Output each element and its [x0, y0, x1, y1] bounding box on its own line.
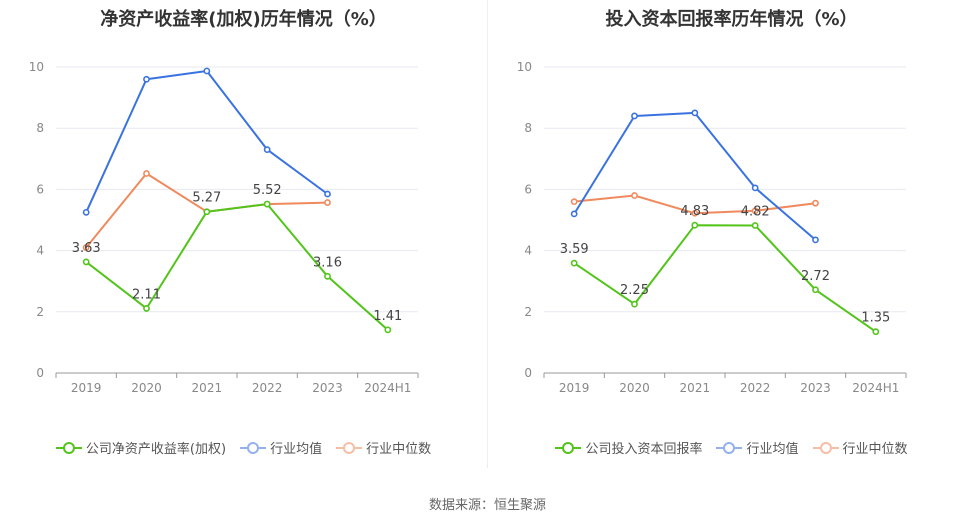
legend-label: 公司净资产收益率(加权)	[85, 442, 227, 457]
data-point-median	[143, 170, 150, 177]
data-point-company	[691, 221, 699, 229]
legend-item-industry-median[interactable]: 行业中位数	[812, 438, 908, 457]
series-line-avg	[573, 111, 817, 241]
x-tick-label: 2023	[800, 381, 831, 395]
y-tick-label: 8	[524, 121, 532, 135]
data-point-median	[751, 207, 759, 215]
data-point-company	[384, 326, 392, 334]
data-point-median	[812, 199, 819, 207]
data-point-avg	[631, 112, 638, 120]
data-label: 3.59	[560, 242, 589, 257]
x-tick-label: 2024H1	[364, 381, 411, 395]
roe-chart-legend: 公司净资产收益率(加权) 行业均值 行业中位数	[0, 438, 487, 457]
data-label: 4.83	[680, 204, 709, 219]
data-label: 3.63	[72, 241, 101, 256]
x-tick-label: 2019	[559, 381, 590, 395]
x-tick-label: 2019	[71, 381, 102, 395]
data-point-median	[324, 199, 331, 206]
data-point-avg	[263, 146, 271, 154]
data-label: 5.52	[253, 183, 282, 198]
x-tick-label: 2022	[252, 381, 283, 395]
data-point-avg	[691, 109, 699, 117]
data-point-median	[570, 198, 578, 206]
data-label: 3.16	[313, 255, 342, 270]
y-tick-label: 10	[517, 60, 532, 74]
y-tick-label: 0	[524, 366, 532, 380]
data-point-company	[263, 200, 271, 208]
y-tick-label: 4	[524, 244, 532, 258]
data-point-avg	[812, 236, 819, 244]
legend-label: 行业中位数	[842, 442, 908, 457]
x-tick-label: 2020	[131, 381, 162, 395]
legend-label: 行业中位数	[366, 442, 432, 457]
data-label: 2.72	[801, 269, 830, 284]
roic-chart-title: 投入资本回报率历年情况（%）	[605, 9, 858, 30]
data-label: 2.11	[132, 287, 161, 302]
series-line-company	[85, 203, 389, 331]
data-label: 5.27	[192, 191, 221, 206]
x-tick-label: 2022	[740, 381, 771, 395]
roic-chart-panel: 投入资本回报率历年情况（%） 0 2 4 6 8 10 2019 2020 2021 2022 20…	[488, 0, 975, 480]
legend-label: 行业均值	[270, 442, 323, 457]
roe-chart-plot: 0 2 4 6 8 10 2019 2020 2021 2022 2023 2024H1 3.63 2.1…	[29, 60, 419, 395]
x-tick-label: 2020	[619, 381, 650, 395]
legend-marker-icon	[336, 441, 363, 455]
data-point-avg	[143, 75, 150, 83]
legend-item-company-roic[interactable]: 公司投入资本回报率	[555, 438, 702, 457]
data-point-company	[324, 272, 331, 280]
data-point-company	[143, 305, 150, 312]
legend-marker-icon	[55, 441, 82, 455]
data-point-avg	[324, 190, 331, 198]
data-point-avg	[82, 208, 90, 216]
roic-chart-legend: 公司投入资本回报率 行业均值 行业中位数	[488, 438, 975, 457]
y-tick-label: 10	[29, 60, 44, 74]
data-point-avg	[203, 67, 211, 75]
x-tick-label: 2024H1	[852, 381, 899, 395]
legend-item-company-roe[interactable]: 公司净资产收益率(加权)	[55, 438, 227, 457]
y-tick-label: 8	[36, 121, 44, 135]
data-label: 2.25	[620, 283, 649, 298]
data-point-avg	[751, 184, 759, 192]
y-tick-label: 0	[36, 366, 44, 380]
x-tick-label: 2021	[192, 381, 223, 395]
data-point-company	[751, 222, 759, 229]
data-label: 1.41	[373, 309, 402, 324]
roe-chart-title: 净资产收益率(加权)历年情况（%）	[100, 9, 387, 30]
roe-chart-panel: 净资产收益率(加权)历年情况（%） 0 2 4 6 8 10 2019 2020 2021 202…	[0, 0, 487, 480]
data-point-company	[570, 259, 578, 267]
data-point-company	[203, 208, 211, 216]
legend-item-industry-avg[interactable]: 行业均值	[240, 438, 322, 457]
roic-chart-plot: 0 2 4 6 8 10 2019 2020 2021 2022 2023 2024H1 3.59 2.2…	[517, 60, 907, 395]
y-tick-label: 6	[524, 182, 532, 196]
y-tick-label: 2	[524, 305, 532, 319]
data-point-company	[872, 328, 880, 336]
data-point-company	[82, 258, 90, 266]
legend-label: 行业均值	[746, 442, 799, 457]
series-line-company	[573, 224, 877, 333]
data-point-median	[82, 244, 90, 251]
data-label: 1.35	[861, 311, 890, 326]
legend-marker-icon	[812, 441, 839, 455]
legend-marker-icon	[240, 441, 267, 455]
y-tick-label: 2	[36, 305, 44, 319]
legend-item-industry-median[interactable]: 行业中位数	[336, 438, 431, 457]
y-tick-label: 4	[36, 244, 44, 258]
x-tick-label: 2023	[312, 381, 343, 395]
data-point-avg	[570, 210, 578, 218]
data-point-company	[812, 286, 819, 294]
data-source-note: 数据来源：恒生聚源	[428, 498, 546, 513]
panel-divider	[487, 0, 488, 468]
y-tick-label: 6	[36, 182, 44, 196]
data-point-median	[631, 192, 638, 199]
legend-marker-icon	[555, 441, 582, 455]
data-point-median	[691, 209, 699, 217]
x-tick-label: 2021	[680, 381, 711, 395]
data-label: 4.82	[741, 205, 770, 220]
legend-label: 公司投入资本回报率	[585, 442, 703, 457]
legend-marker-icon	[716, 441, 743, 455]
data-point-company	[631, 300, 638, 308]
legend-item-industry-avg[interactable]: 行业均值	[716, 438, 799, 457]
